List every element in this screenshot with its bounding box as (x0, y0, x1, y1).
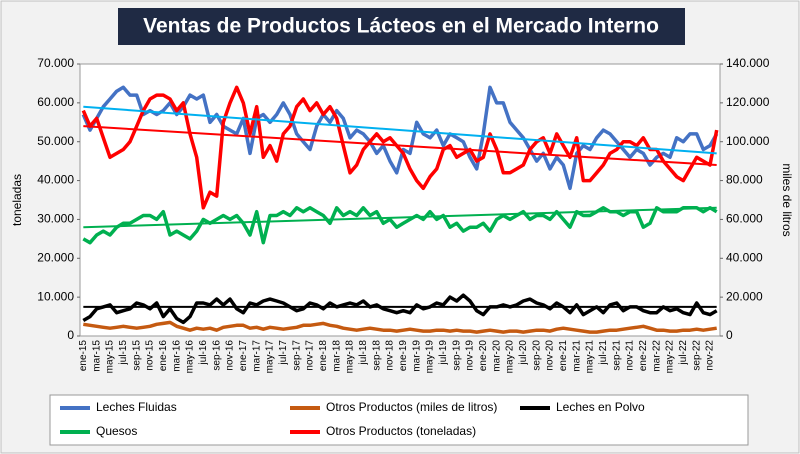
x-tick-label: mar-16 (171, 340, 182, 372)
x-tick-label: jul-15 (118, 340, 129, 366)
y-tick-label: 0 (67, 328, 74, 342)
x-tick-label: sep-15 (131, 340, 142, 371)
x-tick-label: mar-17 (251, 340, 262, 372)
series-line (81, 85, 719, 191)
y-tick-label: 30.000 (37, 212, 74, 226)
x-tick-label: nov-16 (225, 340, 236, 371)
y2-tick-label: 120.000 (726, 95, 770, 109)
x-tick-label: may-20 (505, 340, 516, 374)
chart-title: Ventas de Productos Lácteos en el Mercad… (143, 15, 659, 38)
x-tick-label: sep-16 (211, 340, 222, 371)
x-tick-label: jul-22 (678, 340, 689, 366)
x-tick-label: sep-17 (291, 340, 302, 371)
trend-line (83, 105, 717, 155)
x-tick-label: sep-19 (451, 340, 462, 371)
series-line (81, 85, 719, 210)
x-tick-label: nov-17 (305, 340, 316, 371)
x-tick-label: mar-21 (571, 340, 582, 372)
x-tick-label: may-17 (265, 340, 276, 374)
x-tick-label: ene-18 (318, 340, 329, 372)
x-tick-label: sep-22 (691, 340, 702, 371)
y-tick-label: 50.000 (37, 134, 74, 148)
x-tick-label: ene-20 (478, 340, 489, 372)
x-tick-label: may-15 (105, 340, 116, 374)
y-axis-title: toneladas (10, 174, 24, 226)
legend-label: Otros Productos (miles de litros) (326, 400, 497, 414)
x-tick-label: may-21 (585, 340, 596, 374)
legend (49, 394, 749, 446)
y-tick-label: 40.000 (37, 173, 74, 187)
trend-line (83, 206, 717, 229)
x-tick-label: ene-21 (558, 340, 569, 372)
x-tick-label: may-22 (665, 340, 676, 374)
legend-label: Quesos (96, 424, 137, 438)
legend-label: Leches Fluidas (96, 400, 177, 414)
x-tick-label: nov-15 (145, 340, 156, 371)
plot-area (79, 63, 721, 337)
x-tick-label: jul-17 (278, 340, 289, 366)
legend-label: Otros Productos (toneladas) (326, 424, 476, 438)
x-tick-label: mar-22 (651, 340, 662, 372)
x-tick-label: nov-22 (705, 340, 716, 371)
x-tick-label: ene-16 (158, 340, 169, 372)
y-tick-label: 20.000 (37, 250, 74, 264)
x-tick-label: ene-19 (398, 340, 409, 372)
x-tick-label: mar-18 (331, 340, 342, 372)
title-box (118, 8, 685, 45)
y2-tick-label: 80.000 (726, 173, 763, 187)
y2-tick-label: 20.000 (726, 289, 763, 303)
x-tick-label: jul-21 (598, 340, 609, 366)
x-tick-label: ene-22 (638, 340, 649, 372)
y2-tick-label: 100.000 (726, 134, 770, 148)
x-tick-label: may-18 (345, 340, 356, 374)
y-tick-label: 70.000 (37, 56, 74, 70)
y2-tick-label: 60.000 (726, 212, 763, 226)
y-tick-label: 60.000 (37, 95, 74, 109)
x-tick-label: jul-20 (518, 340, 529, 366)
x-tick-label: nov-18 (385, 340, 396, 371)
legend-label: Leches en Polvo (556, 400, 645, 414)
x-tick-label: nov-20 (545, 340, 556, 371)
series-line (83, 320, 717, 334)
y2-tick-label: 140.000 (726, 56, 770, 70)
y2-tick-label: 0 (726, 328, 733, 342)
y2-tick-label: 40.000 (726, 250, 763, 264)
series-line (82, 293, 718, 325)
y2-axis-title: miles de litros (780, 163, 794, 236)
x-tick-label: jul-16 (198, 340, 209, 366)
x-tick-label: sep-21 (611, 340, 622, 371)
x-tick-label: sep-18 (371, 340, 382, 371)
x-tick-label: mar-19 (411, 340, 422, 372)
x-tick-label: ene-15 (78, 340, 89, 372)
x-tick-label: nov-21 (625, 340, 636, 371)
x-tick-label: may-16 (185, 340, 196, 374)
x-tick-label: mar-15 (91, 340, 102, 372)
x-tick-label: jul-19 (438, 340, 449, 366)
x-tick-label: jul-18 (358, 340, 369, 366)
x-tick-label: sep-20 (531, 340, 542, 371)
x-tick-label: nov-19 (465, 340, 476, 371)
trend-line (83, 125, 717, 167)
x-tick-label: may-19 (425, 340, 436, 374)
y-tick-label: 10.000 (37, 289, 74, 303)
x-tick-label: ene-17 (238, 340, 249, 372)
x-tick-label: mar-20 (491, 340, 502, 372)
